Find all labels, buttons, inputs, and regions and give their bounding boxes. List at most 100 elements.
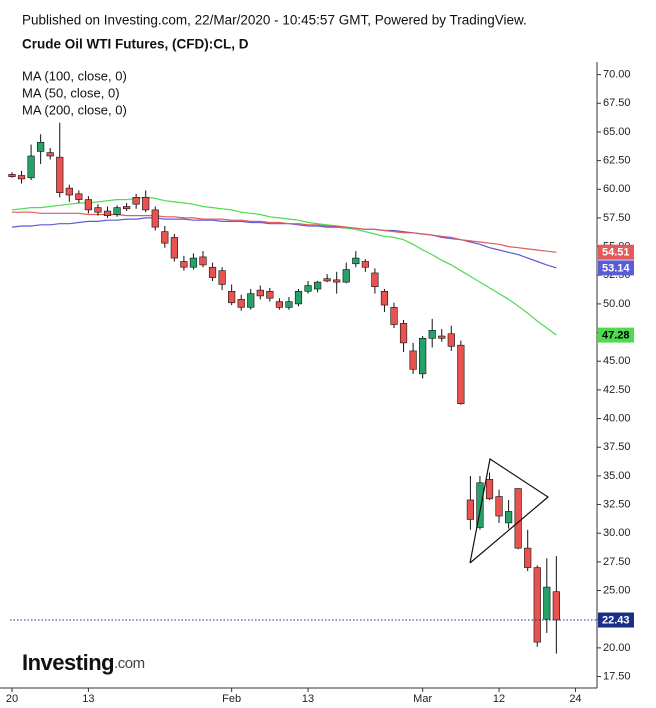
y-tick-label: 57.50 <box>603 212 631 224</box>
y-tick-label: 62.50 <box>603 155 631 167</box>
candle-body <box>161 231 169 244</box>
candle-body <box>94 207 102 213</box>
candle-body <box>514 488 522 549</box>
logo: Investing.com <box>22 650 145 675</box>
x-tick-label: 13 <box>302 693 314 705</box>
plot-area <box>8 122 597 654</box>
candle-body <box>65 187 73 196</box>
y-tick-label: 42.50 <box>603 384 631 396</box>
candle-body <box>218 270 226 285</box>
candle-body <box>428 329 436 339</box>
candle-body <box>419 338 427 375</box>
y-tick-label: 50.00 <box>603 298 631 310</box>
candle-body <box>361 261 369 268</box>
candle-body <box>485 479 494 500</box>
candle-body <box>533 567 541 643</box>
candle-body <box>371 272 379 288</box>
candle-body <box>132 196 140 205</box>
candle-body <box>457 344 465 404</box>
y-tick-label: 17.50 <box>603 670 631 682</box>
x-tick-label: 13 <box>82 693 94 705</box>
legend-entry: MA (100, close, 0) <box>22 68 127 83</box>
candle-body <box>524 547 532 568</box>
candle-body <box>543 586 551 620</box>
candle-body <box>352 257 360 265</box>
price-badge <box>598 260 634 276</box>
candle-body <box>256 289 264 297</box>
candle-body <box>199 256 207 266</box>
candle-body <box>294 291 303 305</box>
y-tick-label: 37.50 <box>603 441 631 453</box>
candle-body <box>333 279 341 283</box>
y-tick-label: 20.00 <box>603 642 631 654</box>
legend: MA (100, close, 0) MA (50, close, 0) MA (2… <box>22 68 127 117</box>
candle-body <box>399 323 408 344</box>
candle-body <box>266 291 274 299</box>
price-badge-label: 54.51 <box>602 247 630 259</box>
candle-body <box>313 281 322 290</box>
candle-body <box>56 156 64 194</box>
x-tick-label: 20 <box>6 693 18 705</box>
candle-body <box>103 210 112 216</box>
y-tick-label: 35.00 <box>603 470 631 482</box>
x-tick-label: 12 <box>493 693 505 705</box>
y-tick-label: 70.00 <box>603 69 631 81</box>
legend-entry: MA (200, close, 0) <box>22 102 127 117</box>
candle-body <box>228 291 236 304</box>
candle-body <box>504 511 513 524</box>
legend-entry: MA (50, close, 0) <box>22 85 120 100</box>
y-tick-label: 40.00 <box>603 412 631 424</box>
y-tick-label: 25.00 <box>603 584 631 596</box>
triangle-pattern <box>469 458 550 564</box>
candle-body <box>495 496 503 517</box>
candle-body <box>390 307 398 325</box>
candle-body <box>285 301 293 308</box>
source-line: Published on Investing.com, 22/Mar/2020 … <box>22 13 527 28</box>
price-badge <box>598 327 634 343</box>
price-badge-label: 47.28 <box>602 330 630 342</box>
candle-body <box>237 299 245 308</box>
candle-body <box>275 301 284 308</box>
chart-title: Crude Oil WTI Futures, (CFD):CL, D <box>22 37 249 52</box>
candle-body <box>189 257 198 268</box>
candle-body <box>8 174 16 177</box>
logo-suffix: .com <box>114 655 145 672</box>
candle-body <box>180 261 188 268</box>
candle-body <box>552 591 560 621</box>
candle-body <box>476 482 484 528</box>
ma-line <box>11 217 557 269</box>
candle-body <box>123 206 131 210</box>
candle-body <box>37 141 45 152</box>
candle-body <box>409 350 417 370</box>
ma-line <box>12 211 557 253</box>
y-tick-label: 27.50 <box>603 556 631 568</box>
candle-body <box>113 207 121 215</box>
candle-body <box>27 155 35 179</box>
x-tick-label: Feb <box>222 693 241 705</box>
x-tick-label: 24 <box>569 693 581 705</box>
candle-body <box>438 335 446 339</box>
price-badge-label: 53.14 <box>602 262 630 274</box>
candle-body <box>323 278 331 282</box>
price-badge <box>598 244 634 260</box>
candle-body <box>466 499 475 520</box>
candle-body <box>142 196 150 211</box>
ma-line <box>11 196 557 336</box>
candle-body <box>75 193 83 200</box>
candle-body <box>247 293 255 308</box>
candle-body <box>46 152 54 157</box>
candle-body <box>342 269 350 283</box>
candle-body <box>84 199 92 211</box>
x-tick-label: Mar <box>413 693 432 705</box>
y-tick-label: 30.00 <box>603 527 631 539</box>
candle-body <box>304 285 312 292</box>
candle-body <box>208 266 217 278</box>
candle-body <box>447 333 455 347</box>
y-tick-label: 45.00 <box>603 355 631 367</box>
candle-body <box>151 209 159 228</box>
candle-body <box>380 291 389 306</box>
logo-text: Investing <box>22 650 114 675</box>
candle-body <box>170 237 178 259</box>
price-badge-label: 22.43 <box>602 614 630 626</box>
